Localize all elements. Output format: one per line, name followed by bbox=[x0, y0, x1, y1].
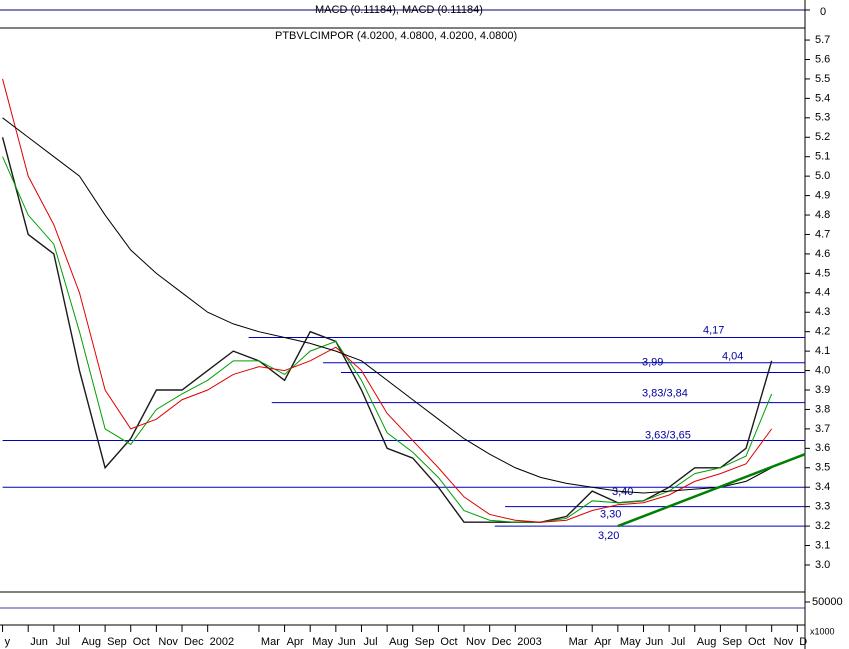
y-tick-label: 4.6 bbox=[815, 248, 830, 260]
level-label: 4,04 bbox=[722, 351, 743, 363]
x-tick-label: Oct bbox=[748, 636, 765, 648]
y-tick-label: 3.4 bbox=[815, 481, 830, 493]
x-tick-label: Mar bbox=[261, 636, 280, 648]
bottom-tick-label: 50000 bbox=[812, 596, 843, 608]
y-tick-label: 5.0 bbox=[815, 170, 830, 182]
y-tick-label: 4.3 bbox=[815, 306, 830, 318]
chart-title: PTBVLCIMPOR (4.0200, 4.0800, 4.0200, 4.0… bbox=[275, 30, 517, 42]
y-tick-label: 5.3 bbox=[815, 112, 830, 124]
x-tick-label: 2003 bbox=[517, 636, 541, 648]
y-tick-label: 4.4 bbox=[815, 287, 830, 299]
y-tick-label: 3.5 bbox=[815, 462, 830, 474]
x-tick-label: Oct bbox=[440, 636, 457, 648]
top-panel-label: MACD (0.11184), MACD (0.11184) bbox=[315, 4, 483, 16]
trend-line bbox=[617, 452, 806, 528]
x-tick-label: Sep bbox=[722, 636, 742, 648]
y-tick-label: 4.9 bbox=[815, 189, 830, 201]
x-tick-label: Mar bbox=[569, 636, 588, 648]
y-tick-label: 4.0 bbox=[815, 364, 830, 376]
y-tick-label: 3.0 bbox=[815, 559, 830, 571]
y-tick-label: 3.1 bbox=[815, 539, 830, 551]
x-tick-label: May bbox=[312, 636, 333, 648]
price-line bbox=[2, 156, 773, 523]
level-label: 3,83/3,84 bbox=[642, 388, 688, 400]
unit-label: x1000 bbox=[810, 626, 835, 636]
y-tick-label: 5.7 bbox=[815, 34, 830, 46]
x-tick-label: Sep bbox=[415, 636, 435, 648]
y-tick-label: 5.1 bbox=[815, 151, 830, 163]
x-tick-label: Nov bbox=[466, 636, 486, 648]
y-tick-label: 5.4 bbox=[815, 92, 830, 104]
x-tick-label: Jul bbox=[671, 636, 685, 648]
x-tick-label: 2002 bbox=[210, 636, 234, 648]
top-tick-label: 0 bbox=[820, 6, 826, 18]
x-tick-label: Jun bbox=[30, 636, 48, 648]
y-tick-label: 4.7 bbox=[815, 228, 830, 240]
x-tick-label: Jul bbox=[56, 636, 70, 648]
x-tick-label: Apr bbox=[287, 636, 304, 648]
y-tick-label: 3.2 bbox=[815, 520, 830, 532]
price-line bbox=[2, 78, 773, 523]
level-label: 3,63/3,65 bbox=[645, 429, 691, 441]
y-tick-label: 4.1 bbox=[815, 345, 830, 357]
level-label: 3,20 bbox=[598, 530, 619, 542]
x-tick-label: D bbox=[799, 636, 807, 648]
y-tick-label: 5.5 bbox=[815, 73, 830, 85]
x-tick-label: Apr bbox=[594, 636, 611, 648]
y-tick-label: 3.7 bbox=[815, 423, 830, 435]
x-tick-label: Dec bbox=[184, 636, 204, 648]
y-tick-label: 3.8 bbox=[815, 403, 830, 415]
x-tick-label: Jun bbox=[645, 636, 663, 648]
x-tick-label: Aug bbox=[697, 636, 717, 648]
x-tick-label: y bbox=[5, 636, 11, 648]
level-label: 3,30 bbox=[600, 509, 621, 521]
x-tick-label: Jul bbox=[363, 636, 377, 648]
level-label: 4,17 bbox=[703, 324, 724, 336]
y-tick-label: 5.6 bbox=[815, 53, 830, 65]
x-tick-label: Aug bbox=[81, 636, 101, 648]
y-tick-label: 3.9 bbox=[815, 384, 830, 396]
y-tick-label: 4.8 bbox=[815, 209, 830, 221]
x-tick-label: Nov bbox=[774, 636, 794, 648]
x-tick-label: Oct bbox=[133, 636, 150, 648]
x-tick-label: May bbox=[620, 636, 641, 648]
y-tick-label: 4.5 bbox=[815, 267, 830, 279]
x-tick-label: Jun bbox=[338, 636, 356, 648]
level-label: 3,40 bbox=[612, 486, 633, 498]
x-tick-label: Nov bbox=[158, 636, 178, 648]
price-line bbox=[2, 117, 772, 494]
x-tick-label: Sep bbox=[107, 636, 127, 648]
y-tick-label: 3.6 bbox=[815, 442, 830, 454]
y-tick-label: 5.2 bbox=[815, 131, 830, 143]
x-tick-label: Aug bbox=[389, 636, 409, 648]
y-tick-label: 3.3 bbox=[815, 501, 830, 513]
level-label: 3,99 bbox=[642, 356, 663, 368]
y-tick-label: 4.2 bbox=[815, 326, 830, 338]
x-tick-label: Dec bbox=[492, 636, 512, 648]
